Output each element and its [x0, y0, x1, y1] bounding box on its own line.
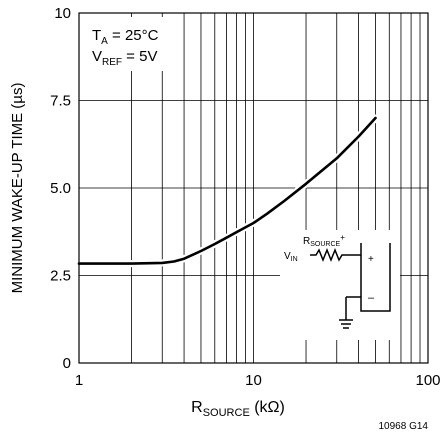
inset-plus-sign: +: [368, 254, 374, 265]
series-line: [77, 116, 377, 265]
inset-vin-label: VIN: [284, 251, 298, 263]
figure-id: 10968 G14: [379, 421, 429, 432]
inset-resistor-label: RSOURCE+: [303, 233, 345, 248]
x-tick-label: 100: [415, 372, 440, 389]
condition-temperature: TA = 25°C: [92, 27, 159, 47]
y-tick-label: 7.5: [50, 93, 71, 110]
x-tick-label: 1: [75, 372, 83, 389]
inset-minus-sign: –: [368, 292, 375, 304]
inset-background: [280, 230, 400, 340]
condition-vref: VREF = 5V: [92, 48, 157, 68]
y-tick-label: 0: [63, 355, 71, 372]
x-tick-label: 10: [245, 372, 262, 389]
conditions-box: [82, 17, 174, 71]
y-axis-label: MINIMUM WAKE-UP TIME (µs): [9, 83, 26, 294]
y-tick-labels: 0 2.5 5.0 7.5 10: [50, 5, 71, 372]
y-tick-label: 5.0: [50, 180, 71, 197]
inset-circuit: RSOURCE+ VIN + –: [280, 230, 400, 340]
x-axis-label: RSOURCE (kΩ): [191, 399, 285, 419]
y-tick-label: 10: [54, 5, 71, 22]
op-amp-body: [360, 243, 391, 312]
plot-frame: [78, 12, 429, 364]
curve-layer: [75, 114, 379, 268]
resistor-symbol: [310, 247, 361, 263]
y-tick-label: 2.5: [50, 268, 71, 285]
x-tick-labels: 1 10 100: [75, 372, 441, 389]
